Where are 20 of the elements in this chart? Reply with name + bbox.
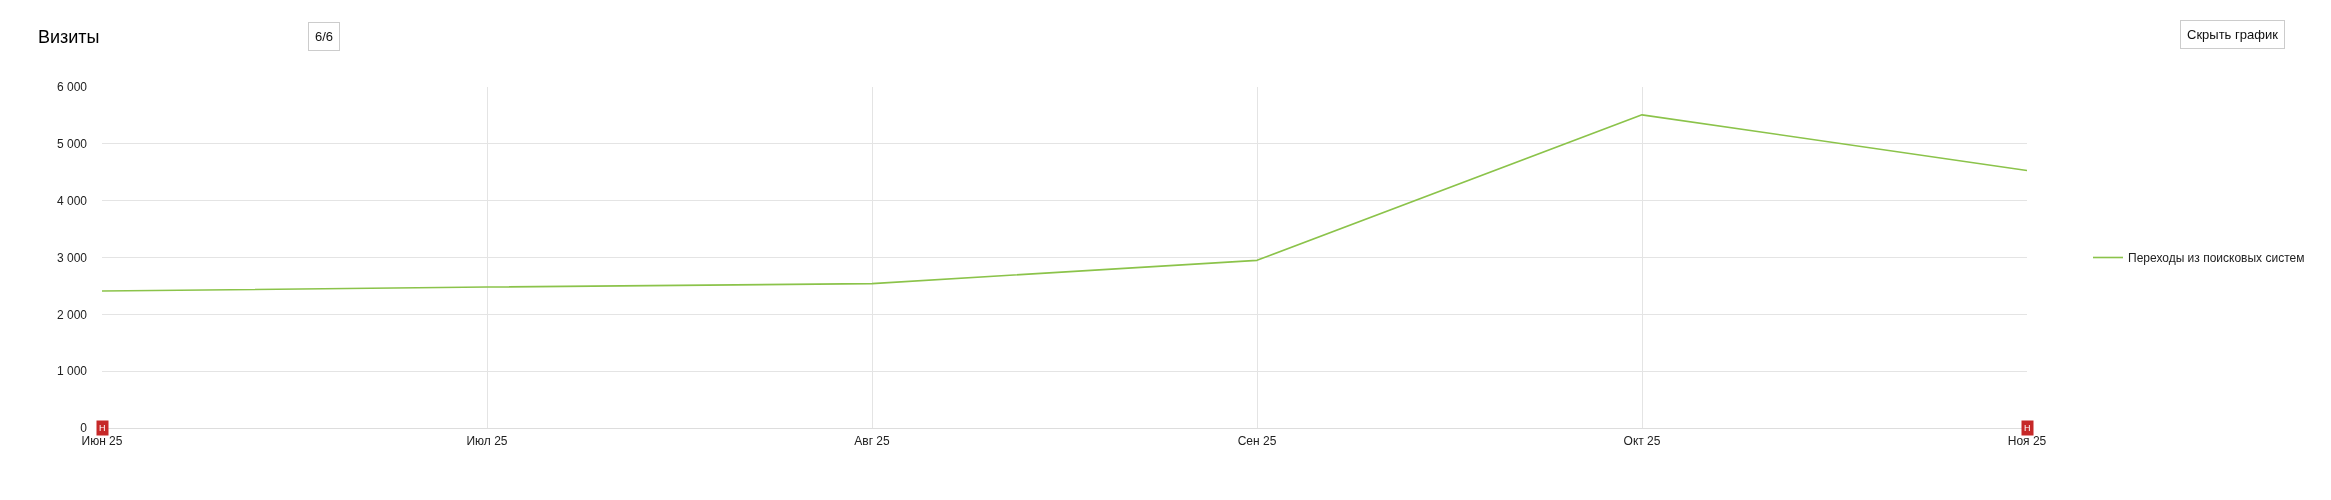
y-tick-label: 2 000 <box>56 307 88 322</box>
annotation: Н <box>99 423 106 433</box>
y-tick-label: 6 000 <box>56 80 88 95</box>
x-tick-label: Окт 25 <box>1623 434 1661 449</box>
x-tick-label: Сен 25 <box>1237 434 1277 449</box>
y-tick-label: 4 000 <box>56 193 88 208</box>
x-tick-label: Июн 25 <box>81 434 123 449</box>
text: 6/6 <box>315 29 334 44</box>
x-tick-label: Ноя 25 <box>2007 434 2047 449</box>
y-tick-label: 3 000 <box>56 250 88 265</box>
y-tick-label: 1 000 <box>56 364 88 379</box>
y-tick-label: 0 <box>80 421 88 436</box>
legend-label: Переходы из поисковых систем <box>2128 251 2305 266</box>
x-tick-label: Июл 25 <box>466 434 508 449</box>
y-tick-label: 5 000 <box>56 137 88 152</box>
x-tick-label: Авг 25 <box>854 434 891 449</box>
annotation: Н <box>2024 423 2031 433</box>
text: Скрыть график <box>2187 27 2279 42</box>
line-series <box>102 114 2027 292</box>
chart-title: Визиты <box>38 27 100 48</box>
